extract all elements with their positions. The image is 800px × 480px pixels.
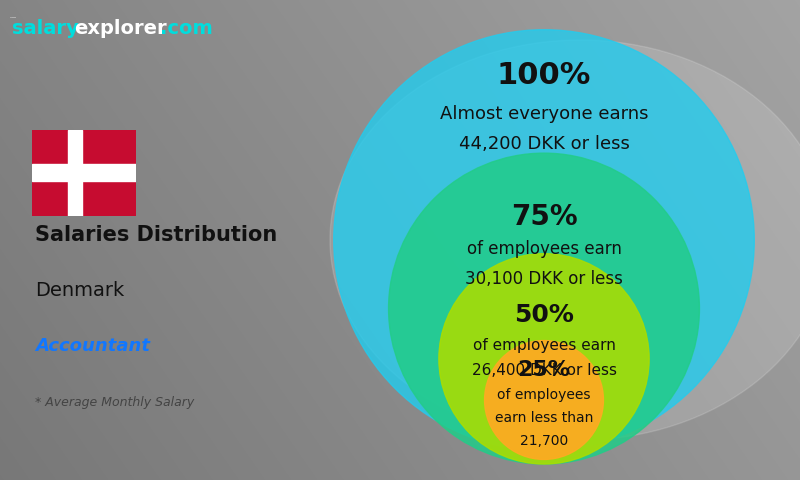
Circle shape bbox=[334, 30, 754, 450]
Text: explorer: explorer bbox=[74, 19, 166, 38]
Text: 75%: 75% bbox=[510, 203, 578, 231]
Text: 26,400 DKK or less: 26,400 DKK or less bbox=[471, 363, 617, 378]
Bar bbox=[69, 130, 82, 216]
Circle shape bbox=[439, 254, 649, 464]
Text: 44,200 DKK or less: 44,200 DKK or less bbox=[458, 135, 630, 153]
Circle shape bbox=[389, 153, 699, 464]
Text: Salaries Distribution: Salaries Distribution bbox=[35, 225, 277, 245]
Text: earn less than: earn less than bbox=[495, 411, 593, 425]
Text: * Average Monthly Salary: * Average Monthly Salary bbox=[35, 396, 194, 408]
Ellipse shape bbox=[330, 40, 800, 440]
Text: 30,100 DKK or less: 30,100 DKK or less bbox=[465, 270, 623, 288]
Circle shape bbox=[485, 341, 603, 459]
Text: #00DDDD: #00DDDD bbox=[10, 17, 17, 18]
Text: of employees earn: of employees earn bbox=[473, 337, 615, 353]
Text: 25%: 25% bbox=[518, 360, 570, 380]
Text: salary: salary bbox=[12, 19, 78, 38]
Text: Denmark: Denmark bbox=[35, 281, 124, 300]
Text: of employees earn: of employees earn bbox=[466, 240, 622, 258]
Text: 50%: 50% bbox=[514, 303, 574, 327]
Text: .com: .com bbox=[160, 19, 213, 38]
Bar bbox=[32, 164, 136, 181]
Text: of employees: of employees bbox=[498, 388, 590, 402]
Text: Almost everyone earns: Almost everyone earns bbox=[440, 105, 648, 123]
Text: Accountant: Accountant bbox=[35, 337, 150, 355]
Text: 100%: 100% bbox=[497, 61, 591, 90]
Text: 21,700: 21,700 bbox=[520, 434, 568, 448]
